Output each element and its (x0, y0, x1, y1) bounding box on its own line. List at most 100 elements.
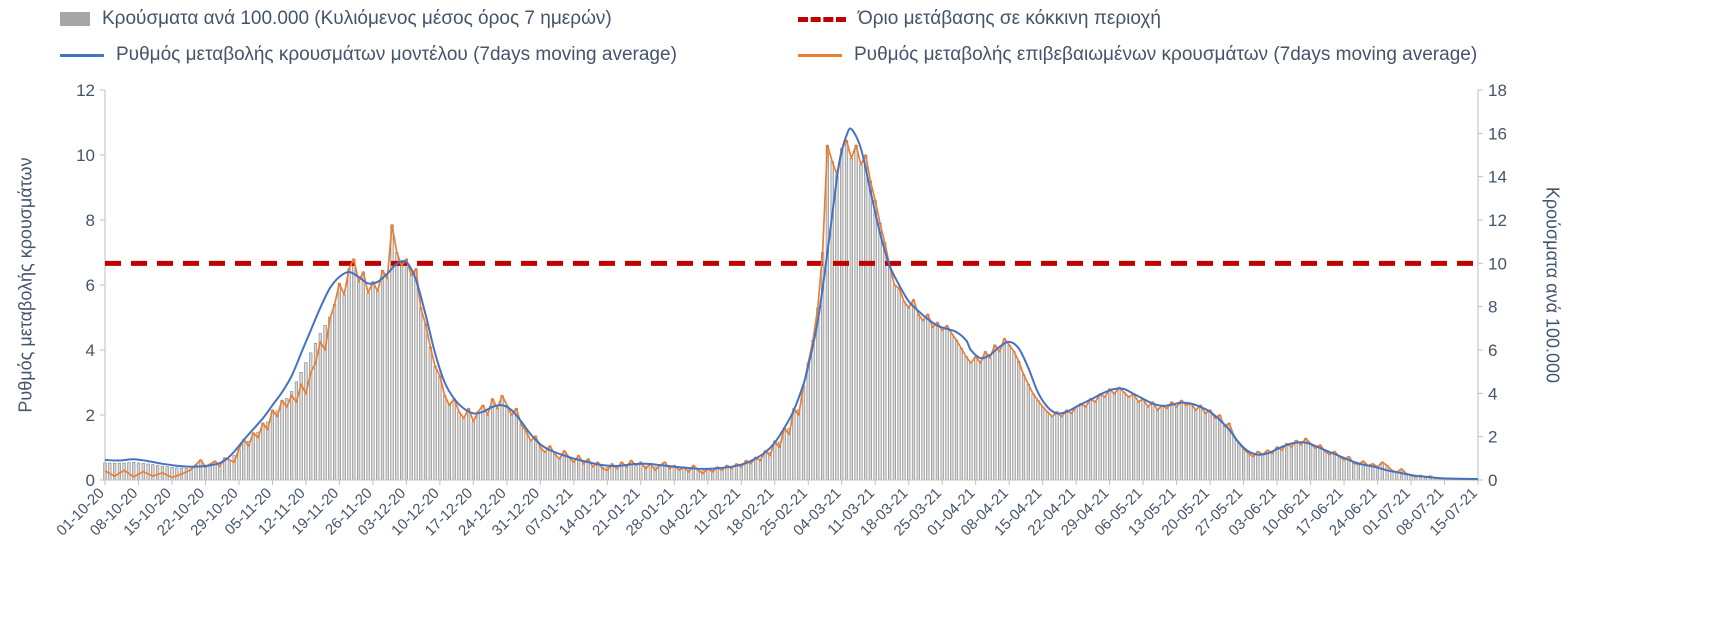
legend-label-cases-bars: Κρούσματα ανά 100.000 (Κυλιόμενος μέσος … (102, 8, 612, 29)
right-axis-tick-label: 10 (1488, 254, 1507, 273)
left-axis-tick-label: 8 (86, 211, 95, 230)
daily-cases-bar (553, 453, 557, 481)
daily-cases-bar (897, 287, 901, 481)
daily-cases-bar (1088, 398, 1093, 481)
daily-cases-bar (1155, 409, 1160, 481)
daily-cases-bar (514, 408, 518, 481)
daily-cases-bar (1294, 440, 1298, 481)
daily-cases-bar (806, 362, 810, 481)
model-rate-line (104, 127, 1479, 480)
legend-label-confirmed-line: Ρυθμός μεταβολής επιβεβαιωμένων κρουσμάτ… (854, 44, 1478, 65)
daily-cases-bar (280, 400, 284, 481)
daily-cases-bar (1141, 398, 1145, 481)
daily-cases-bar (1045, 411, 1049, 481)
right-axis-tick-label: 2 (1488, 428, 1497, 447)
right-axis-tick-label: 8 (1488, 298, 1497, 317)
daily-cases-bar (1198, 404, 1203, 481)
right-axis-tick-label: 18 (1488, 81, 1507, 100)
daily-cases-bar (667, 467, 672, 481)
daily-cases-bar (624, 466, 629, 481)
daily-cases-bar (1103, 396, 1107, 481)
daily-cases-bar (720, 469, 724, 481)
daily-cases-bar (825, 145, 829, 481)
legend-item-cases-bars: Κρούσματα ανά 100.000 (Κυλιόμενος μέσος … (60, 8, 612, 30)
daily-cases-bar (959, 348, 963, 481)
daily-cases-bar (433, 365, 437, 481)
daily-cases-bar (447, 403, 452, 481)
daily-cases-bar (878, 222, 882, 481)
daily-cases-bar (887, 265, 892, 481)
daily-cases-bar (797, 409, 801, 481)
daily-cases-bar (1189, 403, 1193, 481)
legend-item-threshold: Όριο μετάβασης σε κόκκινη περιοχή (798, 8, 1161, 30)
daily-cases-bar (1112, 393, 1116, 481)
daily-cases-bar (1041, 406, 1045, 481)
daily-cases-bar (835, 174, 839, 481)
daily-cases-bar (1304, 438, 1308, 481)
daily-cases-bar (519, 424, 523, 481)
daily-cases-bar (1151, 401, 1155, 481)
daily-cases-bar (1160, 404, 1164, 481)
daily-cases-bar (940, 330, 944, 481)
daily-cases-bar (332, 304, 337, 481)
daily-cases-bar (1289, 446, 1293, 481)
daily-cases-bar (1323, 451, 1327, 481)
daily-cases-bar (414, 268, 418, 481)
right-axis-tick-label: 0 (1488, 471, 1497, 490)
daily-cases-bar (1036, 400, 1040, 481)
daily-cases-bar (289, 391, 294, 481)
daily-cases-bar (1385, 465, 1389, 481)
daily-cases-bar (801, 385, 806, 481)
right-axis-tick-label: 14 (1488, 168, 1507, 187)
daily-cases-bar (969, 362, 973, 481)
right-axis-tick-label: 16 (1488, 124, 1507, 143)
daily-cases-bar (543, 451, 547, 481)
daily-cases-bar (907, 307, 911, 481)
daily-cases-bar (261, 422, 265, 481)
daily-cases-bar (892, 284, 896, 481)
left-axis-tick-label: 2 (86, 406, 95, 425)
daily-cases-bar (165, 466, 169, 481)
daily-cases-bar (1261, 454, 1265, 481)
daily-cases-bar (156, 465, 160, 481)
daily-cases-bar (318, 333, 322, 481)
daily-cases-bar (395, 252, 399, 481)
daily-cases-bar (404, 258, 409, 481)
daily-cases-bar (1218, 414, 1222, 481)
daily-cases-bar (1127, 396, 1131, 481)
daily-cases-bar (1203, 413, 1207, 481)
daily-cases-bar (840, 148, 844, 481)
daily-cases-bar (1136, 401, 1140, 481)
daily-cases-bar (1031, 393, 1035, 481)
daily-cases-bar (1337, 456, 1341, 481)
daily-cases-bar (1380, 461, 1384, 481)
daily-cases-bar (462, 417, 466, 481)
daily-cases-bar (328, 316, 332, 481)
left-axis-tick-label: 0 (86, 471, 95, 490)
daily-cases-bar (1309, 443, 1313, 481)
daily-cases-bar (864, 154, 868, 481)
daily-cases-bar (1313, 447, 1317, 481)
daily-cases-bar (945, 325, 949, 481)
daily-cases-bar (768, 452, 772, 481)
daily-cases-bar (270, 409, 275, 481)
daily-cases-bar (529, 440, 533, 481)
daily-cases-bar (136, 462, 141, 481)
daily-cases-bar (921, 320, 925, 481)
daily-cases-bar (113, 462, 117, 481)
daily-cases-bar (1007, 344, 1011, 481)
daily-cases-bar (935, 322, 939, 481)
daily-cases-bar (361, 271, 365, 481)
right-axis-title: Κρούσματα ανά 100.000 (1542, 186, 1563, 384)
daily-cases-bar (203, 466, 208, 481)
bars-layer (103, 140, 1475, 481)
right-axis-tick-label: 4 (1488, 384, 1497, 403)
right-axis-tick-label: 12 (1488, 211, 1507, 230)
daily-cases-bar (782, 427, 786, 481)
daily-cases-bar (873, 200, 877, 481)
daily-cases-bar (978, 362, 983, 481)
daily-cases-bar (1079, 403, 1083, 481)
daily-cases-bar (615, 467, 619, 481)
daily-cases-bar (954, 339, 959, 481)
